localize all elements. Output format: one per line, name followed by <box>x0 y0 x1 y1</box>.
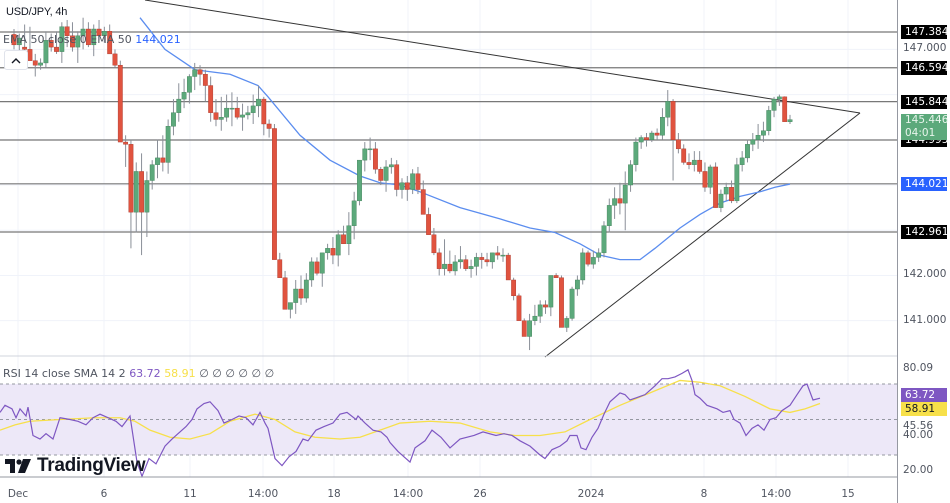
symbol-title: USD/JPY, 4h <box>6 6 68 18</box>
time-tick-label: 15 <box>841 488 855 500</box>
last-price-value: 145.446 <box>905 113 949 126</box>
price-tick-label: 147.000 <box>903 42 947 55</box>
time-tick-label: 11 <box>183 488 197 500</box>
candlesticks <box>11 17 793 351</box>
price-tick-label: 141.000 <box>903 313 947 326</box>
time-tick-label: 18 <box>327 488 341 500</box>
rsi-lines <box>0 368 821 479</box>
rsi-value-tag: 63.72 <box>901 388 947 402</box>
ema-legend-label: EMA 50 close 0 EMA 50 <box>3 33 132 46</box>
tradingview-logo-icon <box>5 459 31 473</box>
last-price-tag: 145.446 04:01 <box>901 113 949 140</box>
rsi-legend-value: 63.72 <box>129 367 161 380</box>
trendlines[interactable] <box>144 0 861 358</box>
chevron-up-icon <box>11 57 21 63</box>
collapse-legend-button[interactable] <box>4 50 28 70</box>
rsi-tick-label: 45.56 <box>903 420 934 432</box>
ema-legend-value: 144.021 <box>135 33 181 46</box>
rsi-legend[interactable]: RSI 14 close SMA 14 2 63.72 58.91 ∅ ∅ ∅ … <box>3 367 274 380</box>
price-level-tag: 147.384 <box>901 25 948 39</box>
rsi-sma-legend-value: 58.91 <box>164 367 196 380</box>
rsi-legend-placeholders: ∅ ∅ ∅ ∅ ∅ ∅ <box>199 367 275 380</box>
rsi-band <box>0 383 897 456</box>
bar-countdown: 04:01 <box>905 126 936 139</box>
price-level-tag: 142.961 <box>901 225 948 239</box>
ema-legend[interactable]: EMA 50 close 0 EMA 50 144.021 <box>3 33 181 46</box>
time-tick-label: 14:00 <box>760 488 792 500</box>
rsi-tick-label: 20.00 <box>903 464 934 476</box>
price-level-tag: 144.021 <box>901 177 948 192</box>
time-tick-label: 2024 <box>577 488 605 500</box>
time-tick-label: 8 <box>700 488 708 500</box>
time-tick-label: 26 <box>473 488 487 500</box>
time-tick-label: Dec <box>7 488 29 500</box>
rsi-tick-label: 80.09 <box>903 362 934 374</box>
time-tick-label: 14:00 <box>247 488 279 500</box>
price-level-tag: 146.594 <box>901 60 948 75</box>
ema-line <box>139 17 791 261</box>
price-tick-label: 142.000 <box>903 268 947 281</box>
rsi-legend-label: RSI 14 close SMA 14 2 <box>3 367 126 380</box>
price-level-tag: 145.844 <box>901 94 948 109</box>
time-tick-label: 6 <box>100 488 108 500</box>
time-tick-label: 14:00 <box>392 488 424 500</box>
rsi-value-tag: 58.91 <box>901 402 947 416</box>
tradingview-logo[interactable]: TradingView <box>5 455 146 477</box>
tradingview-wordmark: TradingView <box>37 455 146 476</box>
rsi-tick-label: 40.00 <box>903 429 934 441</box>
